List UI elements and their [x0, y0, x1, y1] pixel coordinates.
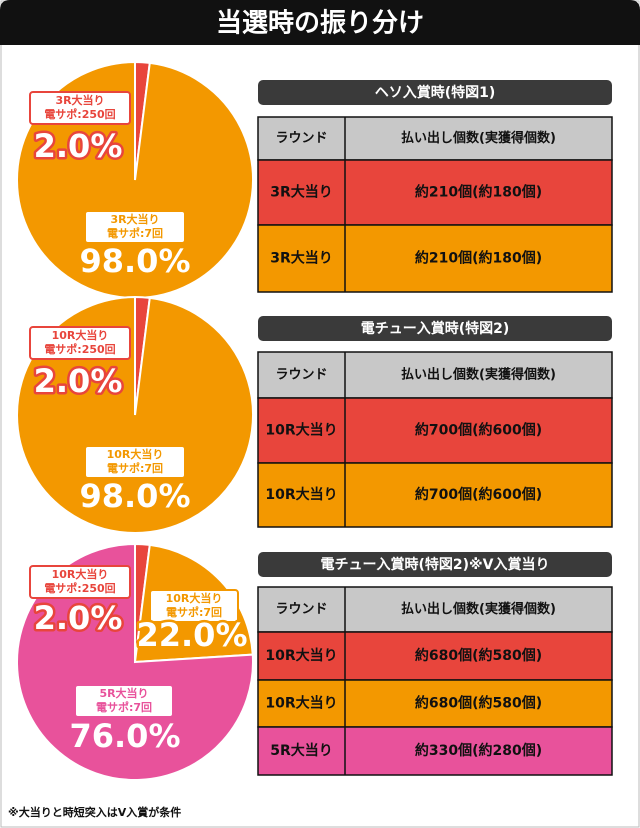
column-header: 払い出し個数(実獲得個数) — [401, 367, 556, 383]
table-cell: 10R大当り — [265, 647, 337, 664]
slice-label: 10R大当り — [52, 567, 109, 581]
table-cell: 約680個(約580個) — [415, 695, 542, 712]
table-heading: 電チュー入賞時(特図2)※V入賞当り — [321, 556, 550, 573]
slice-label-box — [84, 210, 186, 244]
table-header-row — [257, 586, 613, 633]
slice-value-label: 2.0% — [34, 362, 123, 400]
table-header-row — [257, 116, 613, 161]
table-row — [257, 224, 613, 293]
slice-label: 電サポ:250回 — [44, 107, 115, 121]
table-row — [257, 397, 613, 464]
table-cell: 10R大当り — [265, 422, 337, 439]
slice-value-label: 2.0% — [34, 599, 123, 637]
footnote: ※大当りと時短突入はV入賞が条件 — [8, 805, 181, 819]
column-header: ラウンド — [275, 368, 327, 383]
slice-value-label: 22.0% — [136, 616, 247, 654]
column-header: ラウンド — [275, 131, 327, 146]
column-header: ラウンド — [275, 602, 327, 617]
title-bar — [0, 0, 640, 45]
slice-label: 電サポ:250回 — [44, 581, 115, 595]
column-header: 払い出し個数(実獲得個数) — [401, 601, 556, 617]
slice-label-box — [84, 445, 186, 479]
slice-value-label: 98.0% — [79, 477, 190, 515]
table-heading: 電チュー入賞時(特図2) — [361, 320, 510, 337]
slice-label: 電サポ:250回 — [44, 342, 115, 356]
table-cell: 約700個(約600個) — [415, 486, 542, 503]
table-heading-bar — [258, 552, 612, 577]
slice-label-box — [29, 91, 131, 125]
table-cell: 3R大当り — [270, 250, 333, 267]
slice-label: 10R大当り — [52, 328, 109, 342]
slice-label-box — [74, 684, 174, 718]
table-cell: 約680個(約580個) — [415, 647, 542, 664]
slice-value-label: 98.0% — [79, 242, 190, 280]
table-cell: 5R大当り — [270, 742, 333, 759]
table-cell: 約210個(約180個) — [415, 184, 542, 201]
slice-value-label: 2.0% — [34, 127, 123, 165]
slice-label: 3R大当り — [55, 93, 104, 107]
table-cell: 約700個(約600個) — [415, 422, 542, 439]
table-row — [257, 159, 613, 226]
slice-label-box — [29, 565, 131, 599]
table-heading: ヘソ入賞時(特図1) — [375, 84, 496, 101]
table-cell: 10R大当り — [265, 695, 337, 712]
slice-label: 電サポ:7回 — [107, 461, 163, 475]
slice-label: 3R大当り — [110, 212, 159, 226]
slice-label: 5R大当り — [99, 686, 148, 700]
slice-label: 電サポ:7回 — [107, 226, 163, 240]
table-cell: 3R大当り — [270, 184, 333, 201]
table-row — [257, 726, 613, 776]
table-cell: 約210個(約180個) — [415, 250, 542, 267]
table-header-row — [257, 351, 613, 399]
table-heading-bar — [258, 80, 612, 105]
column-header: 払い出し個数(実獲得個数) — [401, 130, 556, 146]
table-cell: 約330個(約280個) — [415, 742, 542, 759]
table-row — [257, 679, 613, 728]
slice-label: 10R大当り — [107, 447, 164, 461]
slice-label: 10R大当り — [166, 591, 223, 605]
slice-label-box — [29, 326, 131, 360]
slice-label: 電サポ:7回 — [96, 700, 152, 714]
table-row — [257, 462, 613, 528]
title: 当選時の振り分け — [216, 9, 424, 39]
table-heading-bar — [258, 316, 612, 341]
slice-value-label: 76.0% — [69, 717, 180, 755]
table-cell: 10R大当り — [265, 486, 337, 503]
slice-label: 電サポ:7回 — [166, 605, 222, 619]
slice-label-box — [149, 589, 239, 623]
